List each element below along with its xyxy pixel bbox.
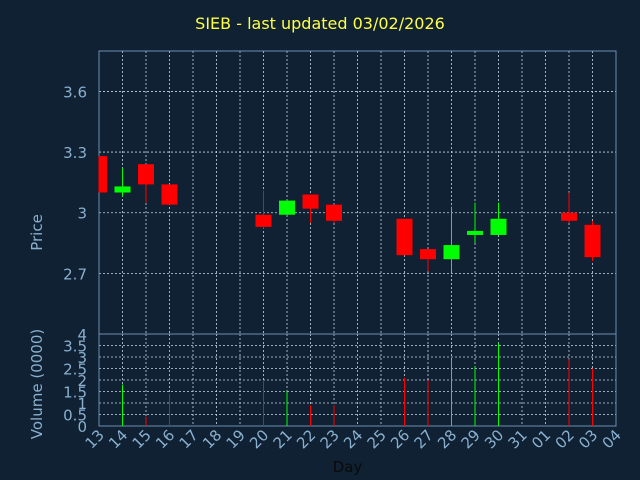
x-tick-label: 29 [458,426,484,452]
candle-body [326,204,342,221]
x-tick-label: 27 [411,426,437,452]
candle-body [561,212,577,221]
candle-body [467,230,483,235]
x-axis-label: Day [333,458,363,476]
volume-tick-label: 2.5 [63,361,87,379]
x-tick-label: 14 [105,426,131,452]
x-tick-label: 16 [152,426,178,452]
candle-day-02 [561,192,577,223]
candle-body [279,200,295,215]
candle-body [99,156,107,193]
candle-day-21 [279,200,295,215]
candle-body [584,224,601,258]
candle-body [114,186,131,193]
x-tick-label: 18 [199,426,225,452]
candle-day-20 [255,190,272,229]
x-tick-label: 20 [246,426,272,452]
candle-body [255,214,272,227]
chart-title: SIEB - last updated 03/02/2026 [195,14,445,33]
x-tick-label: 21 [270,426,296,452]
price-axis-label: Price [28,214,46,251]
candle-day-15 [138,164,154,203]
x-tick-label: 17 [176,426,202,452]
x-tick-label: 30 [481,426,507,452]
volume-tick-label: 3.5 [63,338,87,356]
x-tick-label: 02 [552,426,578,452]
volume-tick-label: 1 [77,395,87,413]
x-tick-label: 31 [505,426,531,452]
candle-body [420,249,436,260]
candle-day-14 [114,168,131,197]
volume-tick-label: 2 [77,372,87,390]
x-tick-label: 15 [129,426,155,452]
candle-day-29 [467,202,483,244]
x-tick-label: 28 [434,426,460,452]
price-tick-label: 3.6 [63,83,87,101]
volume-panel-frame [98,333,617,427]
candle-body [396,218,413,256]
candle-day-27 [420,249,436,272]
candle-body [490,218,507,235]
candle-day-30 [490,202,507,235]
x-tick-label: 03 [575,426,601,452]
price-tick-label: 3.3 [63,144,87,162]
x-tick-label: 22 [293,426,319,452]
x-tick-label: 23 [317,426,343,452]
volume-tick-label: 0.5 [63,407,87,425]
candle-day-16 [161,184,178,205]
x-tick-label: 25 [364,426,390,452]
candle-body [138,164,154,185]
candle-body [443,245,460,260]
price-tick-label: 2.7 [63,265,87,283]
x-tick-label: 04 [599,426,625,452]
volume-tick-label: 1.5 [63,384,87,402]
candle-day-03 [584,220,601,262]
x-tick-label: 19 [223,426,249,452]
price-tick-label: 3 [77,205,87,223]
x-tick-label: 26 [387,426,413,452]
volume-axis-label: Volume (0000) [28,329,46,439]
volume-tick-label: 0 [77,418,87,436]
candle-day-13 [98,156,107,193]
volume-tick-label: 3 [77,349,87,367]
volume-tick-label: 4 [77,326,87,344]
candle-day-28 [443,206,460,272]
candle-body [302,194,319,209]
candle-day-23 [326,204,342,223]
candle-body [161,184,178,205]
x-tick-label: 01 [528,426,554,452]
candle-day-22 [302,194,319,223]
candle-day-26 [396,218,413,256]
x-tick-label: 24 [340,426,366,452]
